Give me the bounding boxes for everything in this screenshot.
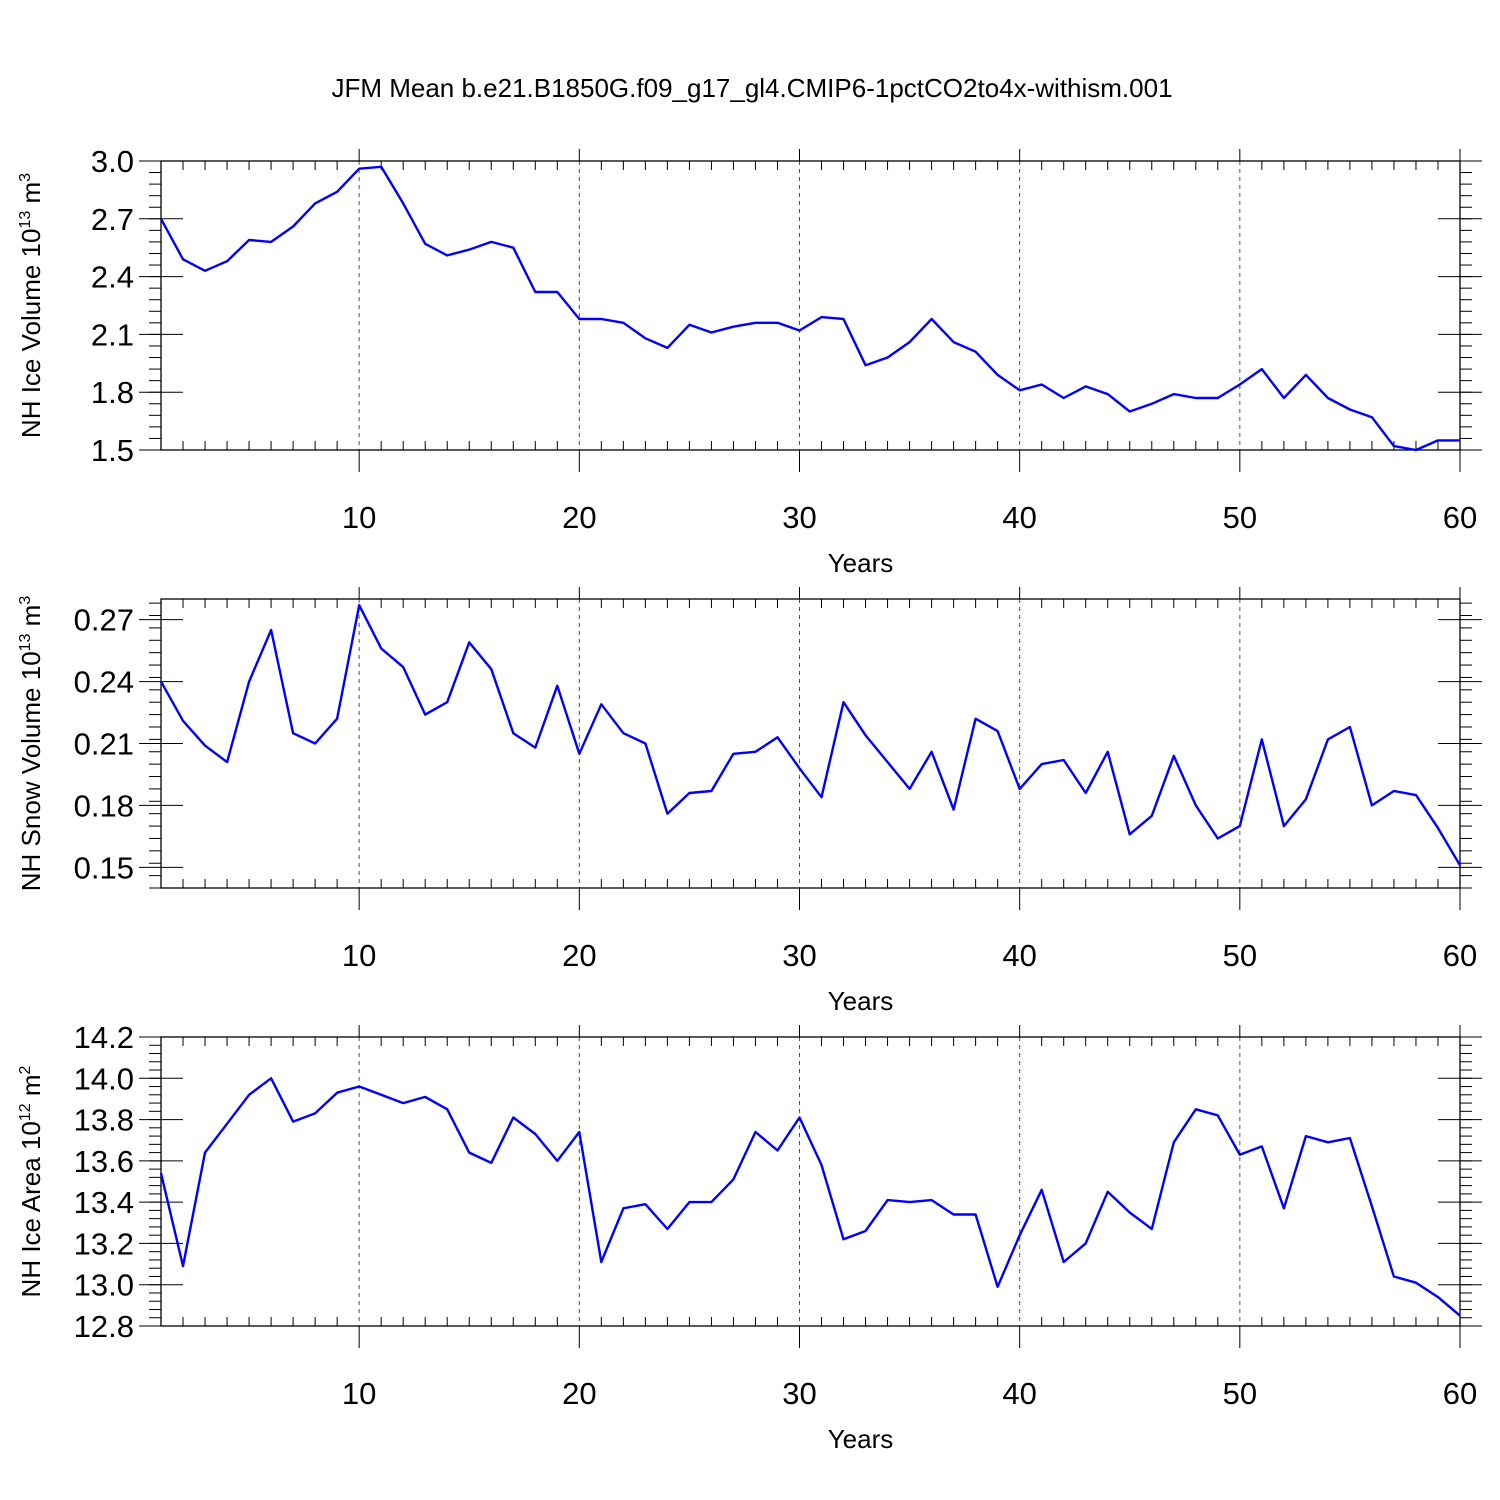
x-tick-label: 50 xyxy=(1223,938,1257,973)
y-tick-label: 1.8 xyxy=(91,375,134,410)
x-axis-label: Years xyxy=(828,548,894,578)
y-tick-label: 14.2 xyxy=(74,1020,134,1055)
y-axis-label-part: NH Ice Area 10 xyxy=(16,1121,46,1297)
y-tick-label: 0.27 xyxy=(74,603,134,638)
y-tick-label: 13.2 xyxy=(74,1226,134,1261)
y-tick-label: 13.4 xyxy=(74,1185,134,1220)
y-axis-label-superscript: 13 xyxy=(17,633,34,651)
x-tick-label: 60 xyxy=(1443,938,1477,973)
x-tick-label: 10 xyxy=(342,938,376,973)
y-tick-label: 0.21 xyxy=(74,727,134,762)
y-tick-label: 0.15 xyxy=(74,850,134,885)
y-axis-label-superscript: 13 xyxy=(17,211,34,229)
x-tick-label: 30 xyxy=(782,1376,816,1411)
y-tick-label: 3.0 xyxy=(91,144,134,179)
y-axis-label: NH Ice Area 1012 m2 xyxy=(16,1065,46,1297)
y-axis-label-superscript: 12 xyxy=(17,1103,34,1121)
y-tick-label: 0.18 xyxy=(74,788,134,823)
series-line xyxy=(159,165,1460,452)
x-tick-label: 30 xyxy=(782,500,816,535)
y-tick-label: 0.24 xyxy=(74,665,134,700)
y-tick-label: 13.8 xyxy=(74,1103,134,1138)
y-axis-label-part: m xyxy=(16,605,46,634)
y-axis-label-superscript: 3 xyxy=(17,173,34,182)
x-axis-label: Years xyxy=(828,1424,894,1454)
plot-frame xyxy=(160,160,1461,451)
x-tick-label: 40 xyxy=(1002,938,1036,973)
plot-frame xyxy=(160,598,1461,889)
x-tick-label: 20 xyxy=(562,500,596,535)
x-tick-label: 40 xyxy=(1002,500,1036,535)
y-axis-label-part: m xyxy=(16,1074,46,1103)
x-tick-label: 50 xyxy=(1223,1376,1257,1411)
x-tick-label: 60 xyxy=(1443,1376,1477,1411)
x-tick-label: 20 xyxy=(562,1376,596,1411)
panels: 10 20 30 40 50 60 1.5 1.8 2.1 2.4 2.7 3.0 Years NH Ic… xyxy=(16,144,1482,1454)
y-tick-label: 1.5 xyxy=(91,433,134,468)
x-tick-label: 40 xyxy=(1002,1376,1036,1411)
y-tick-label: 2.1 xyxy=(91,317,134,352)
y-axis-label-part: NH Ice Volume 10 xyxy=(16,229,46,439)
x-tick-label: 20 xyxy=(562,938,596,973)
series-line xyxy=(159,604,1462,866)
y-tick-label: 13.6 xyxy=(74,1144,134,1179)
panel-3: 10 20 30 40 50 60 12.8 13.0 13.2 13.4 13.6 13.8 14.0… xyxy=(16,1020,1482,1454)
y-tick-label: 12.8 xyxy=(74,1309,134,1344)
x-tick-label: 30 xyxy=(782,938,816,973)
x-axis-label: Years xyxy=(828,986,894,1016)
x-tick-label: 60 xyxy=(1443,500,1477,535)
y-axis-label-superscript: 2 xyxy=(17,1065,34,1074)
y-axis-label: NH Ice Volume 1013 m3 xyxy=(16,173,46,438)
y-axis-label-part: m xyxy=(16,182,46,211)
y-tick-label: 14.0 xyxy=(74,1061,134,1096)
series-line xyxy=(159,1077,1461,1317)
chart-title: JFM Mean b.e21.B1850G.f09_g17_gl4.CMIP6-… xyxy=(331,73,1172,103)
y-axis-label-part: NH Snow Volume 10 xyxy=(16,651,46,891)
plot-frame xyxy=(160,1036,1461,1327)
y-tick-label: 13.0 xyxy=(74,1268,134,1303)
x-tick-label: 50 xyxy=(1223,500,1257,535)
y-axis-label: NH Snow Volume 1013 m3 xyxy=(16,596,46,892)
y-tick-label: 2.7 xyxy=(91,202,134,237)
x-tick-label: 10 xyxy=(342,1376,376,1411)
panel-2: 10 20 30 40 50 60 0.15 0.18 0.21 0.24 0.27 Years NH … xyxy=(16,587,1482,1016)
panel-1: 10 20 30 40 50 60 1.5 1.8 2.1 2.4 2.7 3.0 Years NH Ic… xyxy=(16,144,1482,578)
x-tick-label: 10 xyxy=(342,500,376,535)
y-axis-label-superscript: 3 xyxy=(17,596,34,605)
y-tick-label: 2.4 xyxy=(91,260,134,295)
